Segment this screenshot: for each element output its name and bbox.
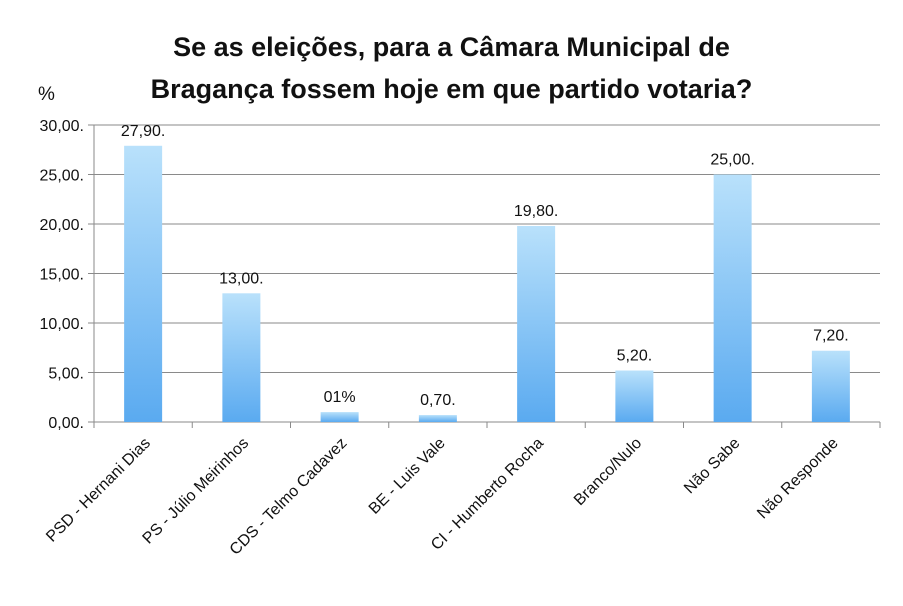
y-tick-label: 5,00. xyxy=(48,366,84,383)
y-tick-label: 30,00. xyxy=(40,118,84,135)
y-tick-label: 10,00. xyxy=(40,316,84,333)
bars xyxy=(124,145,850,423)
bar xyxy=(615,370,654,422)
bar xyxy=(418,415,457,422)
data-label: 25,00. xyxy=(710,152,754,169)
data-label: 27,90. xyxy=(121,123,165,140)
bar xyxy=(517,225,556,422)
bar xyxy=(320,412,359,422)
category-label: PSD - Hernani Dias xyxy=(43,435,154,546)
grid-lines xyxy=(94,124,880,373)
bar xyxy=(811,350,850,422)
y-tick-label: 20,00. xyxy=(40,217,84,234)
y-tick-label: 25,00. xyxy=(40,168,84,185)
data-label: 13,00. xyxy=(219,270,263,287)
category-label: Branco/Nulo xyxy=(571,435,645,509)
data-label: 7,20. xyxy=(813,328,849,345)
bar xyxy=(713,174,752,422)
data-label: 19,80. xyxy=(514,203,558,220)
category-label: CI - Humberto Rocha xyxy=(428,435,547,554)
y-tick-label: 0,00. xyxy=(48,415,84,432)
chart-title-line-1: Se as eleições, para a Câmara Municipal … xyxy=(173,32,730,62)
category-label: Não Responde xyxy=(754,435,842,523)
chart-title-line-2: Bragança fossem hoje em que partido vota… xyxy=(150,74,753,104)
data-label: 5,20. xyxy=(617,348,653,365)
data-label: 0,70. xyxy=(420,392,456,409)
category-label: Não Sabe xyxy=(681,435,743,497)
bar xyxy=(124,145,163,423)
category-label: BE - Luis Vale xyxy=(366,435,449,518)
data-label: 01% xyxy=(324,389,356,406)
bar xyxy=(222,293,261,422)
category-label: PS - Júlio Meirinhos xyxy=(140,435,253,548)
y-tick-label: 15,00. xyxy=(40,267,84,284)
y-axis-label: % xyxy=(38,84,55,105)
axes xyxy=(88,124,881,428)
